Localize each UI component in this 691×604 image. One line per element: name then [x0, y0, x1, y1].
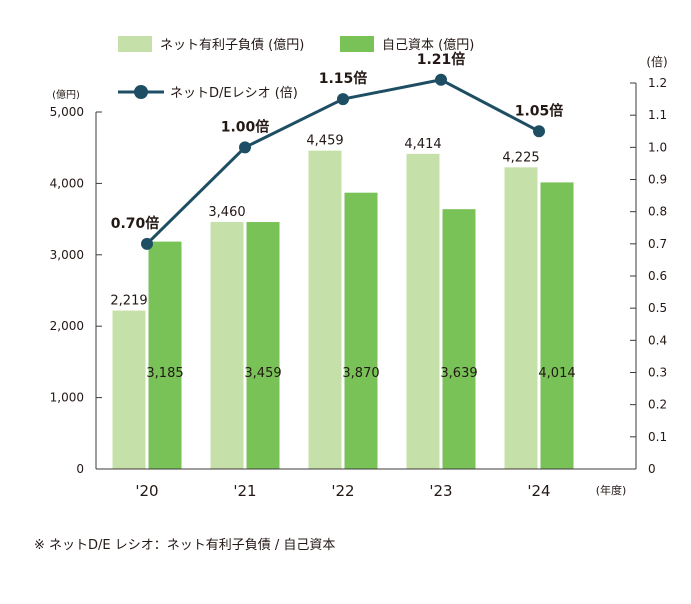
equity-value-label-1: 3,459 — [244, 366, 281, 381]
x-axis-unit: (年度) — [596, 483, 627, 497]
left-axis-unit: (億円) — [52, 88, 80, 101]
bar-equity-0 — [148, 241, 182, 469]
left-tick-label-2: 2,000 — [50, 319, 84, 333]
x-tick-label-3: '23 — [429, 482, 452, 500]
right-tick-label-7: 0.7 — [648, 237, 667, 251]
ratio-point-1 — [239, 141, 251, 154]
x-tick-label-0: '20 — [135, 482, 158, 500]
right-tick-label-2: 0.2 — [648, 398, 667, 412]
equity-value-label-4: 4,014 — [538, 366, 575, 381]
bar-equity-4 — [540, 182, 574, 470]
ratio-value-label-2: 1.15倍 — [319, 70, 368, 87]
debt-value-label-0: 2,219 — [110, 294, 147, 309]
left-tick-label-0: 0 — [76, 462, 84, 476]
ratio-point-2 — [337, 93, 349, 106]
right-tick-label-4: 0.4 — [648, 333, 667, 347]
bar-equity-3 — [442, 209, 476, 469]
legend-label-ratio: ネットD/Eレシオ (倍) — [170, 86, 298, 101]
right-tick-label-1: 0.1 — [648, 430, 667, 444]
legend-swatch-equity — [340, 36, 374, 52]
right-tick-label-8: 0.8 — [648, 205, 667, 219]
x-tick-label-4: '24 — [527, 482, 550, 500]
right-tick-label-6: 0.6 — [648, 269, 667, 283]
right-tick-label-0: 0 — [648, 462, 656, 476]
bar-equity-1 — [246, 222, 280, 469]
bar-debt-3 — [406, 153, 440, 469]
bar-debt-0 — [112, 310, 146, 469]
legend-marker-ratio — [134, 85, 148, 99]
legend-swatch-debt — [118, 36, 152, 52]
equity-value-label-2: 3,870 — [342, 366, 379, 381]
bar-debt-1 — [210, 221, 244, 469]
legend-label-debt: ネット有利子負債 (億円) — [160, 37, 304, 53]
ratio-point-0 — [141, 237, 153, 250]
bar-equity-2 — [344, 192, 378, 469]
left-tick-label-4: 4,000 — [50, 176, 84, 190]
debt-value-label-2: 4,459 — [306, 134, 343, 149]
right-tick-label-3: 0.3 — [648, 366, 667, 380]
right-tick-label-12: 1.2 — [648, 76, 667, 90]
left-tick-label-1: 1,000 — [50, 391, 84, 405]
bar-debt-2 — [308, 150, 342, 470]
ratio-value-label-4: 1.05倍 — [515, 102, 564, 119]
x-tick-label-1: '21 — [233, 482, 256, 500]
right-tick-label-10: 1.0 — [648, 140, 667, 154]
ratio-point-4 — [533, 125, 545, 138]
bar-debt-4 — [504, 167, 538, 469]
legend-label-equity: 自己資本 (億円) — [382, 37, 474, 53]
ratio-value-label-1: 1.00倍 — [221, 118, 270, 135]
right-tick-label-11: 1.1 — [648, 108, 667, 122]
right-tick-label-9: 0.9 — [648, 173, 667, 187]
ratio-point-3 — [435, 73, 447, 86]
x-tick-label-2: '22 — [331, 482, 354, 500]
ratio-value-label-3: 1.21倍 — [417, 51, 466, 68]
debt-value-label-1: 3,460 — [208, 205, 245, 220]
debt-value-label-4: 4,225 — [502, 150, 539, 165]
left-tick-label-5: 5,000 — [50, 105, 84, 119]
debt-value-label-3: 4,414 — [404, 137, 441, 152]
left-tick-label-3: 3,000 — [50, 248, 84, 262]
ratio-value-label-0: 0.70倍 — [111, 215, 160, 232]
right-axis-unit: (倍) — [646, 54, 667, 69]
footnote: ※ ネットD/E レシオ：ネット有利子負債 / 自己資本 — [34, 538, 336, 553]
right-tick-label-5: 0.5 — [648, 301, 667, 315]
equity-value-label-0: 3,185 — [146, 366, 183, 381]
equity-value-label-3: 3,639 — [440, 366, 477, 381]
